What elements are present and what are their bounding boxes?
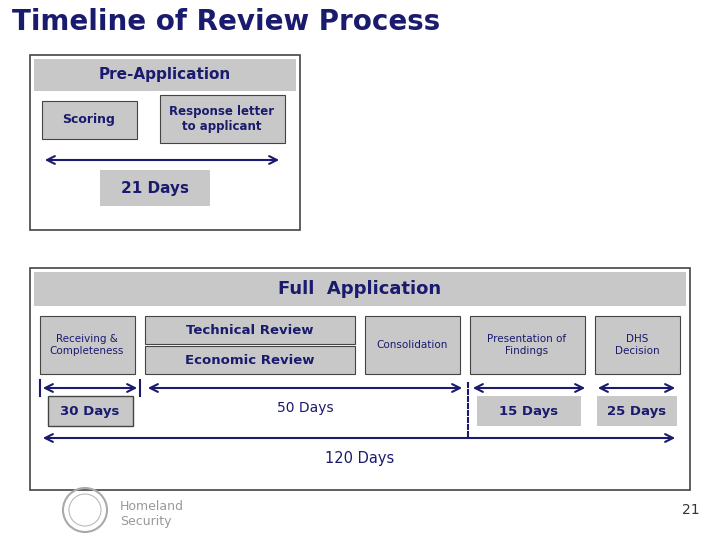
Text: 30 Days: 30 Days [60, 404, 120, 417]
Bar [365, 316, 460, 374]
Text: Presentation of
Findings: Presentation of Findings [487, 334, 567, 356]
Bar [160, 95, 285, 143]
Text: Homeland
Security: Homeland Security [120, 500, 184, 528]
Bar [30, 268, 690, 490]
Text: Receiving &
Completeness: Receiving & Completeness [50, 334, 124, 356]
Bar [30, 55, 300, 230]
Bar [40, 316, 135, 374]
Text: Economic Review: Economic Review [185, 354, 315, 367]
Bar [595, 316, 680, 374]
Bar [470, 316, 585, 374]
Bar [48, 396, 133, 426]
Text: 21: 21 [683, 503, 700, 517]
Text: Response letter
to applicant: Response letter to applicant [169, 105, 274, 133]
Text: Pre-Application: Pre-Application [99, 68, 231, 83]
Text: 120 Days: 120 Days [325, 450, 395, 465]
Bar [145, 346, 355, 374]
Bar [34, 272, 686, 306]
Text: Scoring: Scoring [63, 113, 115, 126]
Bar [34, 59, 296, 91]
Bar [145, 316, 355, 344]
Text: Consolidation: Consolidation [377, 340, 448, 350]
Text: 21 Days: 21 Days [121, 180, 189, 195]
Text: 15 Days: 15 Days [500, 404, 559, 417]
Bar [100, 170, 210, 206]
Text: DHS
Decision: DHS Decision [615, 334, 660, 356]
Bar [42, 101, 137, 139]
Text: Full  Application: Full Application [279, 280, 441, 298]
Text: 25 Days: 25 Days [608, 404, 667, 417]
Text: Technical Review: Technical Review [186, 323, 314, 336]
Bar [597, 396, 677, 426]
Bar [477, 396, 581, 426]
Text: Timeline of Review Process: Timeline of Review Process [12, 8, 440, 36]
Text: 50 Days: 50 Days [276, 401, 333, 415]
